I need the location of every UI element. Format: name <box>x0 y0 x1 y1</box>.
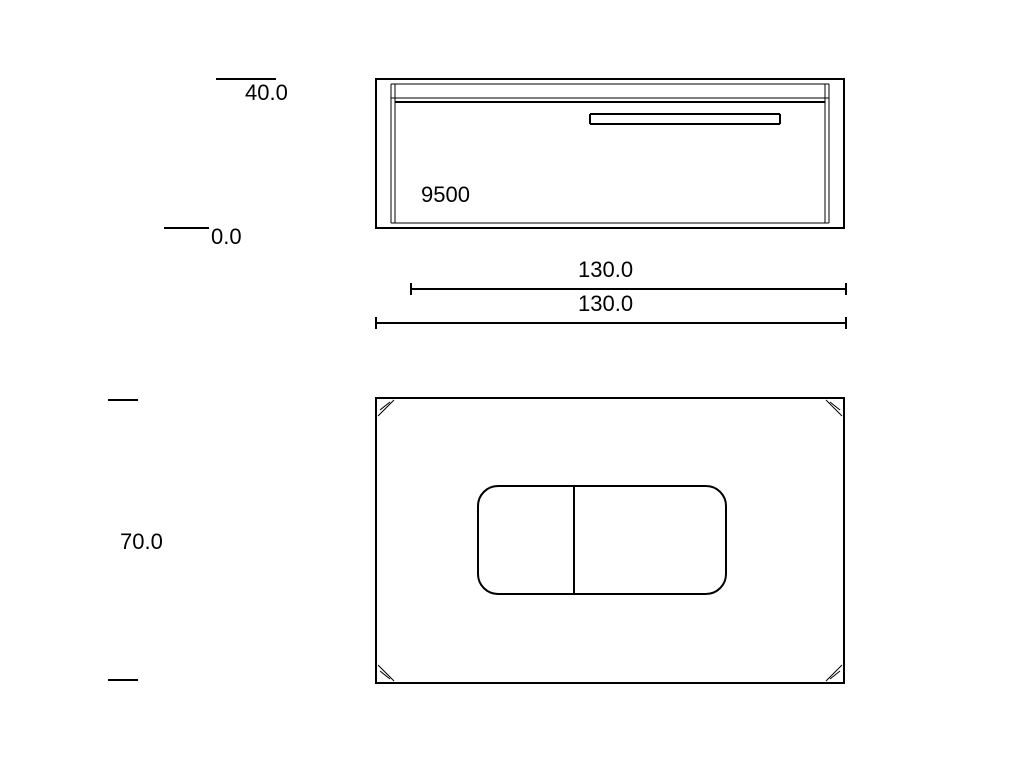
front-notch <box>590 114 780 124</box>
dim-label-width-2: 130.0 <box>578 291 633 317</box>
technical-drawing <box>0 0 1024 768</box>
dim-label-70: 70.0 <box>120 529 163 555</box>
dim-label-width-1: 130.0 <box>578 257 633 283</box>
part-number: 9500 <box>421 182 470 208</box>
top-slot <box>478 486 726 594</box>
dim-width-2 <box>376 317 846 329</box>
top-view <box>376 398 844 683</box>
dim-label-40: 40.0 <box>245 80 288 106</box>
dim-label-0: 0.0 <box>211 224 242 250</box>
